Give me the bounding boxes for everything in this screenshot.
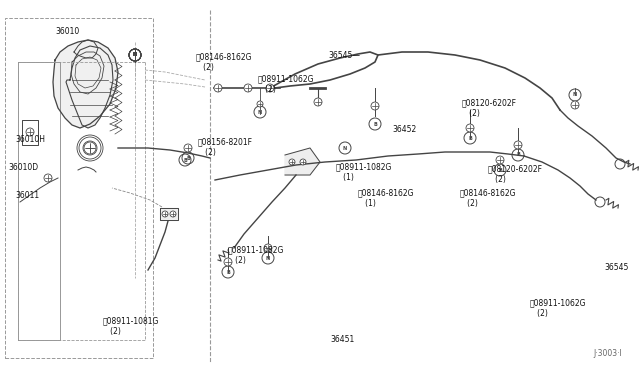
Text: B: B: [498, 167, 502, 173]
Text: N: N: [133, 52, 137, 58]
Circle shape: [371, 102, 379, 110]
Text: B: B: [516, 153, 520, 157]
Circle shape: [466, 124, 474, 132]
Circle shape: [266, 84, 274, 92]
Text: N: N: [343, 145, 347, 151]
Text: N: N: [258, 109, 262, 115]
Text: Ⓑ08120-6202F
   (2): Ⓑ08120-6202F (2): [462, 98, 517, 118]
Circle shape: [496, 156, 504, 164]
Circle shape: [224, 258, 232, 266]
Circle shape: [162, 211, 168, 217]
Circle shape: [184, 144, 192, 152]
Polygon shape: [66, 46, 113, 128]
Polygon shape: [160, 208, 178, 220]
Text: N: N: [573, 93, 577, 97]
Text: ⓝ08911-1082G
   (2): ⓝ08911-1082G (2): [228, 245, 284, 265]
Text: 36452: 36452: [392, 125, 416, 135]
Circle shape: [514, 141, 522, 149]
Circle shape: [214, 84, 222, 92]
Text: Ⓑ08146-8162G
   (2): Ⓑ08146-8162G (2): [460, 188, 516, 208]
Text: B: B: [183, 157, 187, 163]
Polygon shape: [74, 40, 98, 58]
Text: 36011: 36011: [15, 192, 39, 201]
Circle shape: [26, 128, 34, 136]
Circle shape: [244, 84, 252, 92]
Circle shape: [257, 101, 263, 107]
Text: B: B: [373, 122, 377, 126]
Text: 36451: 36451: [330, 336, 355, 344]
Text: N: N: [266, 256, 270, 260]
Text: 36010D: 36010D: [8, 164, 38, 173]
Text: Ⓑ08146-8162G
   (1): Ⓑ08146-8162G (1): [358, 188, 415, 208]
Text: B: B: [226, 269, 230, 275]
Text: J·3003·l: J·3003·l: [593, 349, 622, 358]
Circle shape: [83, 141, 97, 155]
Circle shape: [84, 142, 96, 154]
Circle shape: [44, 174, 52, 182]
Text: Ⓑ08146-8162G
   (2): Ⓑ08146-8162G (2): [196, 52, 253, 72]
Circle shape: [300, 159, 306, 165]
Text: B: B: [186, 155, 190, 160]
Text: 36545: 36545: [604, 263, 628, 273]
Circle shape: [314, 98, 322, 106]
Text: 36545—: 36545—: [328, 51, 360, 61]
Text: N: N: [133, 52, 137, 58]
Text: N: N: [133, 52, 137, 58]
Text: B: B: [468, 135, 472, 141]
Polygon shape: [53, 40, 118, 128]
Circle shape: [289, 159, 295, 165]
Text: 36010H: 36010H: [15, 135, 45, 144]
Text: ⓝ08911-1062G
   (2): ⓝ08911-1062G (2): [258, 74, 314, 94]
Bar: [5, 18, 153, 358]
Polygon shape: [285, 148, 320, 175]
Text: N: N: [133, 52, 137, 58]
Circle shape: [170, 211, 176, 217]
Text: ⓝ08911-1081G
   (2): ⓝ08911-1081G (2): [103, 316, 159, 336]
Circle shape: [264, 244, 272, 252]
Circle shape: [571, 101, 579, 109]
Text: Ⓑ08156-8201F
   (2): Ⓑ08156-8201F (2): [198, 137, 253, 157]
Text: ⓝ08911-1062G
   (2): ⓝ08911-1062G (2): [530, 298, 586, 318]
Text: 36010: 36010: [55, 28, 79, 36]
Text: Ⓑ08120-6202F
   (2): Ⓑ08120-6202F (2): [488, 164, 543, 184]
Text: N: N: [133, 52, 137, 58]
Text: ⓝ08911-1082G
   (1): ⓝ08911-1082G (1): [336, 162, 392, 182]
